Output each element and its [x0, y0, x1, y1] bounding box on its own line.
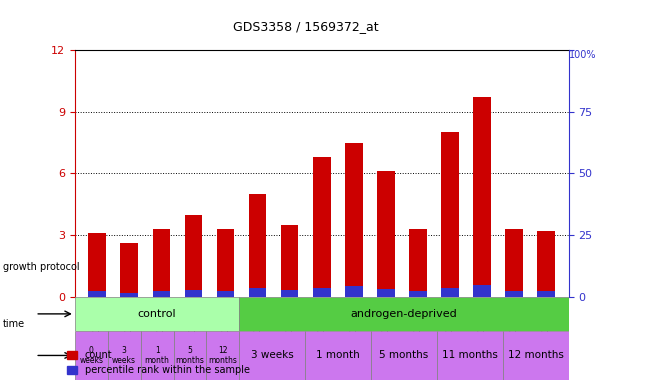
- Text: 11 months: 11 months: [442, 351, 498, 361]
- Text: 0
weeks: 0 weeks: [79, 346, 103, 365]
- Bar: [185, 290, 202, 297]
- Bar: [120, 293, 138, 297]
- Text: time: time: [3, 319, 25, 329]
- Text: control: control: [138, 309, 176, 319]
- Text: 1
month: 1 month: [145, 346, 170, 365]
- Bar: [345, 142, 363, 297]
- Bar: [538, 291, 555, 297]
- Text: 5 months: 5 months: [380, 351, 429, 361]
- Bar: [239, 297, 569, 331]
- Bar: [140, 331, 174, 380]
- Bar: [503, 331, 569, 380]
- Bar: [88, 233, 106, 297]
- Bar: [441, 132, 459, 297]
- Bar: [306, 331, 371, 380]
- Bar: [249, 288, 266, 297]
- Bar: [88, 291, 106, 297]
- Bar: [207, 331, 239, 380]
- Text: 3 weeks: 3 weeks: [251, 351, 294, 361]
- Legend: count, percentile rank within the sample: count, percentile rank within the sample: [63, 346, 254, 379]
- Text: growth protocol: growth protocol: [3, 262, 80, 272]
- Bar: [377, 171, 395, 297]
- Bar: [216, 291, 235, 297]
- Text: 5
months: 5 months: [176, 346, 205, 365]
- Bar: [538, 231, 555, 297]
- Bar: [473, 97, 491, 297]
- Bar: [239, 331, 306, 380]
- Bar: [281, 290, 298, 297]
- Text: 12
months: 12 months: [209, 346, 237, 365]
- Bar: [506, 291, 523, 297]
- Bar: [506, 229, 523, 297]
- Bar: [120, 243, 138, 297]
- Bar: [75, 331, 108, 380]
- Text: 100%: 100%: [569, 50, 596, 60]
- Text: GDS3358 / 1569372_at: GDS3358 / 1569372_at: [233, 20, 378, 33]
- Text: 12 months: 12 months: [508, 351, 564, 361]
- Bar: [281, 225, 298, 297]
- Bar: [174, 331, 207, 380]
- Bar: [345, 286, 363, 297]
- Bar: [377, 289, 395, 297]
- Bar: [75, 297, 239, 331]
- Bar: [108, 331, 140, 380]
- Bar: [249, 194, 266, 297]
- Bar: [216, 229, 235, 297]
- Bar: [441, 288, 459, 297]
- Bar: [437, 331, 503, 380]
- Bar: [313, 288, 331, 297]
- Bar: [473, 285, 491, 297]
- Bar: [313, 157, 331, 297]
- Text: 3
weeks: 3 weeks: [112, 346, 136, 365]
- Bar: [409, 229, 427, 297]
- Bar: [371, 331, 437, 380]
- Bar: [153, 291, 170, 297]
- Bar: [185, 215, 202, 297]
- Bar: [409, 291, 427, 297]
- Text: androgen-deprived: androgen-deprived: [351, 309, 458, 319]
- Text: 1 month: 1 month: [317, 351, 360, 361]
- Bar: [153, 229, 170, 297]
